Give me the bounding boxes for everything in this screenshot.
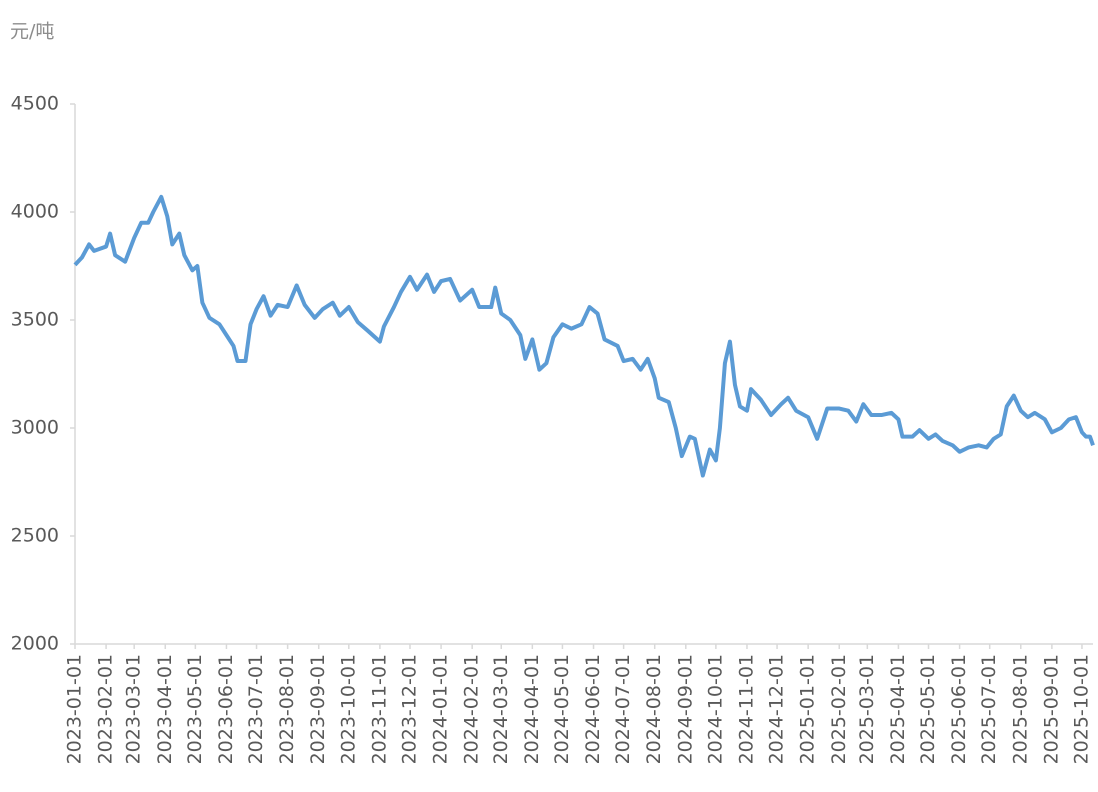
y-tick-label: 4000 bbox=[11, 201, 59, 223]
x-tick-label: 2023-07-01 bbox=[245, 654, 267, 764]
x-tick-label: 2024-01-01 bbox=[430, 654, 452, 764]
data-line bbox=[73, 194, 1095, 478]
x-tick-label: 2023-06-01 bbox=[215, 654, 237, 764]
x-tick-label: 2024-10-01 bbox=[704, 654, 726, 764]
x-tick-label: 2024-11-01 bbox=[735, 654, 757, 764]
x-tick-label: 2024-08-01 bbox=[643, 654, 665, 764]
y-tick-label: 2500 bbox=[11, 525, 59, 547]
x-tick-label: 2023-03-01 bbox=[123, 654, 145, 764]
x-tick-label: 2023-10-01 bbox=[337, 654, 359, 764]
x-tick-label: 2025-02-01 bbox=[828, 654, 850, 764]
x-tick-label: 2023-09-01 bbox=[307, 654, 329, 764]
y-tick-label: 3500 bbox=[11, 309, 59, 331]
x-tick-label: 2023-01-01 bbox=[64, 654, 86, 764]
y-axis-label: 元/吨 bbox=[10, 21, 54, 43]
x-tick-label: 2024-05-01 bbox=[551, 654, 573, 764]
x-tick-label: 2025-05-01 bbox=[917, 654, 939, 764]
x-tick-label: 2024-03-01 bbox=[490, 654, 512, 764]
x-tick-label: 2025-01-01 bbox=[797, 654, 819, 764]
x-tick-label: 2024-12-01 bbox=[766, 654, 788, 764]
x-tick-label: 2025-06-01 bbox=[948, 654, 970, 764]
x-tick-label: 2023-02-01 bbox=[95, 654, 117, 764]
x-tick-label: 2025-08-01 bbox=[1009, 654, 1031, 764]
x-tick-label: 2023-12-01 bbox=[398, 654, 420, 764]
x-tick-label: 2023-05-01 bbox=[184, 654, 206, 764]
y-tick-label: 4500 bbox=[11, 93, 59, 115]
x-tick-label: 2025-09-01 bbox=[1040, 654, 1062, 764]
x-tick-label: 2023-11-01 bbox=[368, 654, 390, 764]
y-tick-label: 3000 bbox=[11, 417, 59, 439]
x-tick-label: 2024-09-01 bbox=[674, 654, 696, 764]
x-tick-label: 2023-08-01 bbox=[276, 654, 298, 764]
x-tick-label: 2025-07-01 bbox=[978, 654, 1000, 764]
x-tick-label: 2025-03-01 bbox=[856, 654, 878, 764]
x-tick-label: 2025-04-01 bbox=[887, 654, 909, 764]
x-tick-label: 2024-06-01 bbox=[582, 654, 604, 764]
x-tick-label: 2024-07-01 bbox=[612, 654, 634, 764]
x-tick-label: 2024-04-01 bbox=[521, 654, 543, 764]
y-tick-label: 2000 bbox=[11, 633, 59, 655]
x-tick-label: 2025-10-01 bbox=[1070, 654, 1092, 764]
x-tick-label: 2024-02-01 bbox=[461, 654, 483, 764]
x-tick-label: 2023-04-01 bbox=[154, 654, 176, 764]
